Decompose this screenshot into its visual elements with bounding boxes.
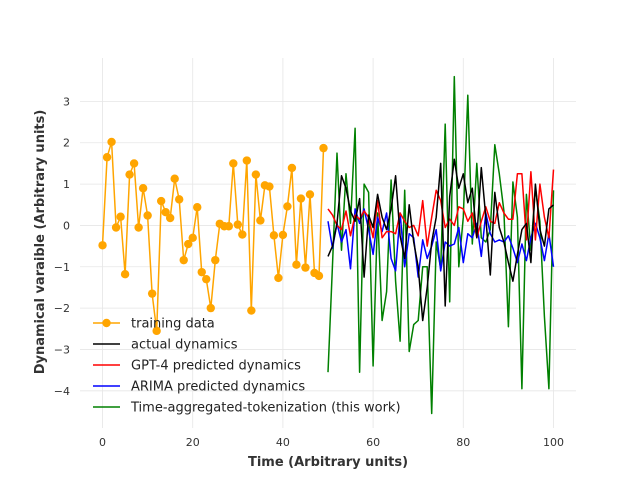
series-0 [98,137,328,336]
data-point [170,174,179,183]
legend-item: GPT-4 predicted dynamics [93,359,301,374]
y-tick-label: −3 [54,343,70,356]
series-2 [327,169,555,247]
data-point [233,220,243,229]
y-tick-label: −4 [54,385,70,398]
data-point [242,156,252,165]
data-point [265,182,274,191]
data-point [134,223,143,232]
data-point [206,303,215,313]
y-tick-label: 0 [63,219,70,232]
data-point [193,203,202,212]
data-point [111,223,121,232]
series-line [101,141,325,332]
series-3 [327,208,555,278]
data-point [314,271,324,281]
data-point [116,212,125,221]
y-tick-label: −2 [54,302,70,315]
data-point [138,184,148,193]
legend-label: Time-aggregated-tokenization (this work) [130,401,401,416]
data-point [147,289,157,298]
y-axis-label: Dynamical varaible (Arbitrary units) [33,110,48,375]
data-point [197,267,206,277]
data-point [165,213,175,223]
data-point [143,211,152,220]
data-point [102,153,112,162]
y-tick-label: 2 [63,137,70,150]
legend-label: GPT-4 predicted dynamics [131,359,301,374]
data-point [301,263,310,272]
data-point [161,208,170,217]
data-point [125,170,134,179]
grid [80,58,576,428]
data-point [229,159,238,168]
data-point [296,194,306,203]
data-point [256,216,265,225]
data-point [274,273,283,283]
legend-marker [102,318,111,328]
data-point [184,239,193,249]
series-1 [327,158,554,322]
data-point [211,255,220,265]
legend-item: actual dynamics [93,338,238,353]
y-tick-label: −1 [54,261,70,274]
data-point [188,233,197,243]
legend-item: Time-aggregated-tokenization (this work) [93,401,401,416]
x-tick-label: 20 [186,436,200,449]
data-point [287,163,297,173]
x-tick-label: 0 [99,436,106,449]
data-point [98,241,107,250]
y-tick-label: 1 [63,178,70,191]
legend-item: training data [93,317,215,332]
legend-label: training data [131,317,215,332]
legend-label: actual dynamics [131,338,238,353]
legend: training data actual dynamics GPT-4 predic… [93,317,401,416]
data-point [251,170,261,179]
data-point [283,202,292,211]
x-tick-label: 100 [543,436,564,449]
data-point [224,222,233,231]
data-point [278,230,288,240]
data-point [129,159,139,168]
series-line [327,158,554,322]
x-axis-label: Time (Arbitrary units) [248,455,408,470]
data-point [120,270,130,279]
data-point [292,260,301,269]
data-point [305,190,315,199]
tick-labels: 0 20 40 60 80 100 −4 −3 −2 −1 0 1 2 3 [54,95,564,449]
data-point [238,230,247,239]
series-layer [98,75,555,415]
x-tick-label: 40 [276,436,290,449]
x-tick-label: 60 [366,436,380,449]
data-point [319,143,328,153]
y-tick-label: 3 [63,95,70,108]
data-point [175,195,184,204]
data-point [247,306,256,315]
legend-label: ARIMA predicted dynamics [131,380,305,395]
legend-item: ARIMA predicted dynamics [93,380,305,395]
data-point [179,255,188,265]
series-line [327,169,555,247]
data-point [152,326,161,336]
data-point [107,137,116,147]
x-tick-label: 80 [456,436,470,449]
data-point [156,196,166,206]
data-point [269,231,279,240]
data-point [202,274,211,284]
series-line [327,208,555,278]
